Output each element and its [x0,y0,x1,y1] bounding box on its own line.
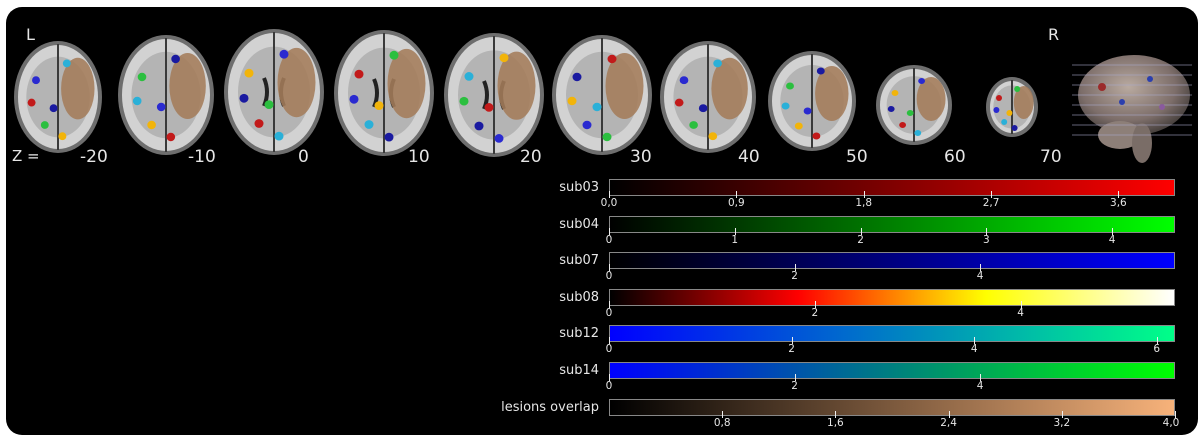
colorbar-sub08 [609,289,1175,306]
colorbar-tick-label: 2,7 [983,197,1000,209]
colorbar-label: sub07 [459,253,599,268]
slice-z-value: 60 [944,147,966,167]
colorbar-tick-label: 3,6 [1110,197,1127,209]
colorbar-tick-label: 4 [1017,307,1024,319]
axial-slice-4 [332,28,436,158]
colorbar-tick-label: 1,8 [855,197,872,209]
colorbar-sub12 [609,325,1175,342]
slice-z-value: 70 [1040,147,1062,167]
colorbar-tick-label: 2,4 [940,417,957,429]
colorbar-label: sub14 [459,363,599,378]
axial-slice-9 [874,63,954,147]
colorbar-tick-label: 0,0 [601,197,618,209]
colorbar-tick-label: 3,2 [1053,417,1070,429]
colorbar-tick-label: 2 [811,307,818,319]
slice-z-value: 0 [298,147,309,167]
colorbar-tick-label: 0 [606,234,613,246]
colorbar-label: sub12 [459,326,599,341]
axial-slice-5 [442,31,546,159]
colorbar-tick-label: 0 [606,307,613,319]
3d-brain-render [1072,47,1192,167]
colorbar-tick-label: 3 [983,234,990,246]
figure-panel: L R Z = -20 -10 0 10 20 30 40 50 60 70 sub03 0,0 0,… [6,7,1198,435]
colorbar-label: sub04 [459,217,599,232]
slice-z-value: -10 [188,147,216,167]
slice-z-value: 30 [630,147,652,167]
colorbar-sub07 [609,252,1175,269]
colorbar-lesions-overlap [609,399,1175,416]
slice-z-value: 20 [520,147,542,167]
colorbar-tick-label: 0 [606,343,613,355]
colorbar-tick-label: 2 [791,270,798,282]
colorbar-sub14 [609,362,1175,379]
slice-z-value: 10 [408,147,430,167]
colorbar-tick-label: 1,6 [827,417,844,429]
slice-z-value: 50 [846,147,868,167]
colorbar-tick-label: 0 [606,380,613,392]
axial-slice-6 [550,33,654,157]
colorbar-tick-label: 4 [977,380,984,392]
axial-slice-7 [658,39,758,155]
colorbar-label: sub03 [459,180,599,195]
colorbar-tick-label: 0,9 [728,197,745,209]
axial-slice-1 [12,39,104,155]
colorbar-tick-label: 4,0 [1163,417,1180,429]
colorbar-tick-label: 6 [1153,343,1160,355]
colorbar-tick-label: 0 [606,270,613,282]
colorbar-label: sub08 [459,290,599,305]
axial-slice-3 [222,27,326,157]
slice-z-value: -20 [80,147,108,167]
colorbar-tick-label: 2 [791,380,798,392]
colorbar-tick-label: 4 [1109,234,1116,246]
axial-slice-8 [766,49,858,153]
slice-z-value: 40 [738,147,760,167]
colorbar-sub04 [609,216,1175,233]
colorbar-tick-label: 4 [971,343,978,355]
axial-slice-2 [116,33,216,157]
colorbar-tick-label: 0,8 [714,417,731,429]
colorbar-tick-label: 2 [788,343,795,355]
colorbar-sub03 [609,179,1175,196]
colorbar-label: lesions overlap [459,400,599,415]
right-orientation-label: R [1048,25,1059,44]
colorbar-tick-label: 4 [977,270,984,282]
colorbar-tick-label: 2 [857,234,864,246]
axial-slice-10 [984,75,1040,139]
colorbar-tick-label: 1 [731,234,738,246]
